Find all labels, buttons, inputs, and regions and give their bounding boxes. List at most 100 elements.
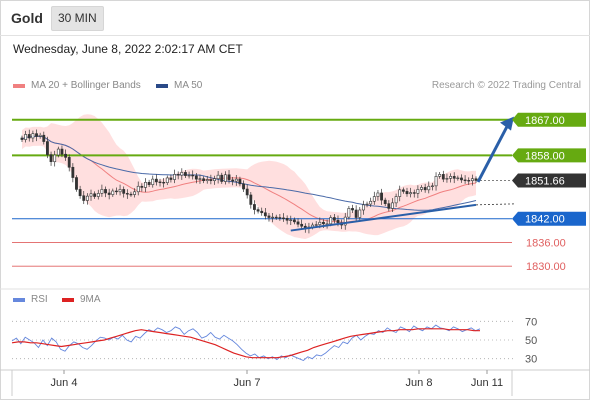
candle-body xyxy=(343,216,347,226)
candle-body xyxy=(445,178,449,180)
candle xyxy=(213,175,216,185)
candle xyxy=(267,212,271,222)
candle xyxy=(46,136,49,159)
candle xyxy=(111,188,115,197)
candle-body xyxy=(361,204,365,211)
candle-body xyxy=(394,196,398,204)
candle-body xyxy=(431,185,434,187)
candle xyxy=(104,186,107,198)
candle xyxy=(292,217,296,225)
candle xyxy=(64,149,67,161)
candle-body xyxy=(234,178,238,182)
candle xyxy=(365,201,369,208)
candle-body xyxy=(100,189,104,194)
candle xyxy=(24,130,28,143)
candle xyxy=(173,169,176,184)
candle-body xyxy=(67,157,71,168)
candle xyxy=(133,188,137,198)
candle-body xyxy=(136,185,140,193)
candle xyxy=(253,200,256,215)
candle-body xyxy=(111,190,115,195)
timeframe-button[interactable]: 30 MIN xyxy=(51,6,104,31)
candle xyxy=(56,146,60,158)
candle xyxy=(136,181,140,196)
candle-body xyxy=(285,218,289,221)
candle-body xyxy=(387,203,391,209)
candle xyxy=(75,175,78,192)
candle-body xyxy=(231,179,235,182)
candle-body xyxy=(154,178,158,183)
candle xyxy=(427,181,431,194)
rsi-ma-swatch xyxy=(62,297,74,302)
candle xyxy=(140,183,144,192)
candle-body xyxy=(398,189,402,197)
candle-body xyxy=(31,133,35,139)
candle xyxy=(205,175,209,184)
candle xyxy=(71,163,75,183)
candle-body xyxy=(147,181,151,185)
ma20-swatch xyxy=(13,83,25,88)
candle-body xyxy=(289,219,293,221)
candle xyxy=(242,180,245,192)
candle xyxy=(354,205,358,222)
candle-body xyxy=(347,208,351,218)
rsi-panel: 70 50 30 xyxy=(11,316,537,366)
candle-body xyxy=(369,200,373,205)
candle xyxy=(216,171,220,184)
bollinger-layer xyxy=(22,114,476,239)
legend-rsi: RSI xyxy=(13,294,48,305)
candle xyxy=(463,175,467,184)
candle xyxy=(180,168,184,180)
candle-body xyxy=(220,174,224,182)
candle-body xyxy=(470,178,474,182)
legend-ma50-label: MA 50 xyxy=(174,80,203,91)
candle-body xyxy=(158,181,162,183)
level-1851-66-label: 1851.66 xyxy=(525,175,565,187)
candle xyxy=(96,189,100,200)
candle xyxy=(470,174,474,186)
candle-body xyxy=(129,193,133,196)
rsi-ma-line xyxy=(11,328,480,359)
candle-body xyxy=(405,191,409,195)
x-tick-label: Jun 11 xyxy=(471,377,503,389)
candle xyxy=(42,131,46,145)
candle xyxy=(191,170,195,180)
candle-body xyxy=(184,172,187,176)
candle-body xyxy=(198,178,202,180)
candle xyxy=(165,175,169,186)
candle xyxy=(115,187,118,195)
candle-body xyxy=(412,192,416,194)
candle-body xyxy=(78,189,82,197)
candle-body xyxy=(423,187,427,191)
candle xyxy=(401,187,405,194)
candle xyxy=(67,154,71,172)
candle xyxy=(154,174,158,186)
candle xyxy=(122,186,126,198)
candle-body xyxy=(162,181,166,184)
candle-body xyxy=(365,203,369,206)
candle-body xyxy=(176,174,180,176)
candle-body xyxy=(227,174,231,181)
candle xyxy=(358,207,362,222)
candle-body xyxy=(351,208,354,211)
forecast-arrow-head xyxy=(500,116,514,131)
candle-body xyxy=(49,154,53,163)
candle-body xyxy=(194,175,198,180)
candle xyxy=(107,188,111,200)
candle-body xyxy=(209,179,213,182)
legend-rsi-ma: 9MA xyxy=(62,294,101,305)
candle xyxy=(332,213,336,224)
candle-body xyxy=(245,188,249,196)
candle xyxy=(238,176,242,187)
rsi-tick-30: 30 xyxy=(525,354,537,366)
candle xyxy=(234,174,238,186)
candle-body xyxy=(173,174,176,180)
x-axis: Jun 4 Jun 7 Jun 8 Jun 11 xyxy=(0,288,590,396)
candle-body xyxy=(125,193,129,195)
candle xyxy=(445,173,449,183)
candle-body xyxy=(300,223,304,227)
candle-body xyxy=(256,209,260,212)
candle-body xyxy=(416,189,420,194)
candle xyxy=(260,207,264,216)
